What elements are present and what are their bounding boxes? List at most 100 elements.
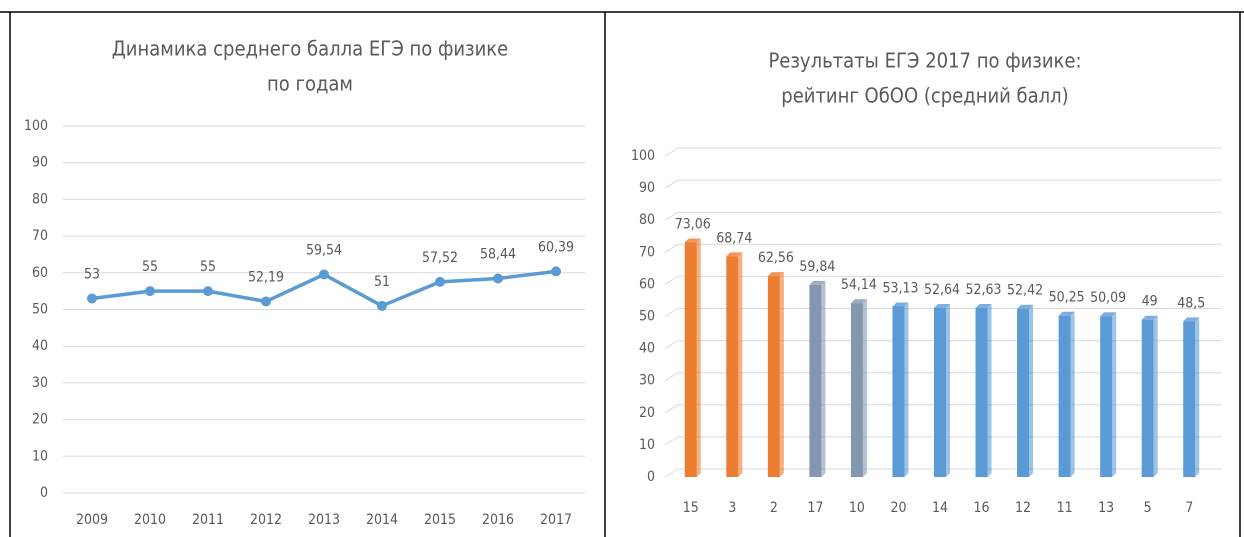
y-tick-label: 40	[32, 338, 48, 354]
bar	[809, 284, 822, 477]
data-label: 59,54	[306, 242, 342, 258]
x-tick-label: 15	[683, 500, 699, 516]
data-label: 51	[374, 274, 390, 290]
y-tick-label: 0	[647, 469, 655, 485]
bar-side	[987, 304, 992, 477]
y-tick-label: 80	[32, 191, 48, 207]
x-tick-label: 2013	[308, 512, 340, 528]
data-label: 60,39	[538, 239, 574, 255]
bar-top	[684, 238, 701, 243]
chart-title: рейтинг ОбОО (средний балл)	[781, 84, 1068, 108]
chart-title: Результаты ЕГЭ 2017 по физике:	[768, 49, 1081, 73]
grid-line	[664, 404, 679, 414]
bar	[1183, 321, 1196, 477]
grid-line	[664, 275, 679, 285]
y-tick-label: 50	[32, 302, 48, 318]
bar	[726, 256, 739, 477]
x-tick-label: 12	[1015, 500, 1031, 516]
y-tick-label: 90	[32, 155, 48, 171]
bar-side	[821, 280, 826, 477]
x-tick-label: 2015	[424, 512, 456, 528]
data-label: 59,84	[799, 259, 835, 275]
bar	[892, 306, 905, 477]
data-label: 52,63	[966, 282, 1002, 298]
marker	[493, 273, 503, 284]
x-tick-label: 7	[1185, 500, 1193, 516]
bar	[850, 303, 863, 477]
bar	[934, 308, 946, 477]
data-label: 52,64	[924, 282, 960, 298]
data-label: 52,42	[1007, 283, 1043, 299]
x-tick-label: 2016	[482, 512, 514, 528]
bar	[684, 242, 697, 477]
bar	[767, 276, 780, 477]
marker	[203, 286, 213, 297]
x-tick-label: 16	[974, 500, 990, 516]
bar-side	[1029, 304, 1034, 477]
x-tick-label: 2012	[250, 512, 282, 528]
y-tick-label: 30	[32, 375, 48, 391]
grid-line	[664, 372, 679, 382]
bar-top	[892, 302, 909, 307]
y-tick-label: 30	[639, 373, 655, 389]
grid-line	[664, 147, 679, 157]
data-label: 62,56	[758, 250, 794, 266]
chart-title: по годам	[267, 72, 353, 96]
bar-side	[1112, 312, 1117, 477]
grid-line	[664, 468, 679, 478]
bar-side	[696, 238, 701, 477]
x-tick-label: 3	[728, 500, 736, 516]
bar-top	[1183, 317, 1200, 322]
data-label: 55	[142, 259, 158, 275]
grid-line	[664, 179, 679, 189]
x-tick-label: 5	[1144, 500, 1152, 516]
x-tick-label: 17	[807, 500, 823, 516]
grid-line	[664, 340, 679, 350]
data-label: 53,13	[882, 280, 918, 296]
bar-top	[809, 280, 826, 285]
data-label: 58,44	[480, 247, 516, 263]
marker	[145, 286, 155, 297]
y-tick-label: 80	[639, 212, 655, 228]
y-tick-label: 100	[631, 148, 655, 164]
grid-line	[664, 436, 679, 446]
bar	[1058, 315, 1071, 477]
bar	[1100, 316, 1113, 477]
bar-side	[1195, 317, 1200, 477]
y-tick-label: 10	[32, 448, 48, 464]
bar-top	[1100, 312, 1117, 317]
y-tick-label: 60	[639, 276, 655, 292]
data-label: 49	[1142, 294, 1158, 310]
bar-side	[1153, 315, 1158, 477]
data-label: 50,09	[1090, 290, 1126, 306]
y-tick-label: 20	[639, 405, 655, 421]
data-label: 73,06	[675, 216, 711, 232]
grid-line	[664, 243, 679, 253]
y-tick-label: 40	[639, 341, 655, 357]
bar-top	[975, 304, 992, 309]
grid-line	[664, 308, 679, 317]
marker	[435, 276, 445, 287]
y-tick-label: 50	[639, 309, 655, 325]
y-tick-label: 60	[32, 265, 48, 281]
x-tick-label: 20	[890, 500, 906, 516]
bar-side	[1070, 311, 1075, 477]
y-tick-label: 100	[24, 118, 48, 134]
bar-top	[767, 272, 784, 277]
x-tick-label: 2011	[192, 512, 224, 528]
marker	[261, 296, 271, 307]
bar-side	[862, 299, 867, 477]
y-tick-label: 70	[32, 228, 48, 244]
y-tick-label: 20	[32, 412, 48, 428]
x-tick-label: 2017	[540, 512, 572, 528]
data-label: 52,19	[248, 269, 284, 285]
x-tick-label: 2014	[366, 512, 398, 528]
data-label: 57,52	[422, 250, 458, 266]
grid-line	[664, 211, 679, 221]
marker	[377, 300, 387, 311]
y-tick-label: 0	[40, 485, 48, 501]
bar-side	[946, 304, 950, 477]
data-label: 48,5	[1177, 295, 1205, 311]
data-label: 55	[200, 259, 216, 275]
